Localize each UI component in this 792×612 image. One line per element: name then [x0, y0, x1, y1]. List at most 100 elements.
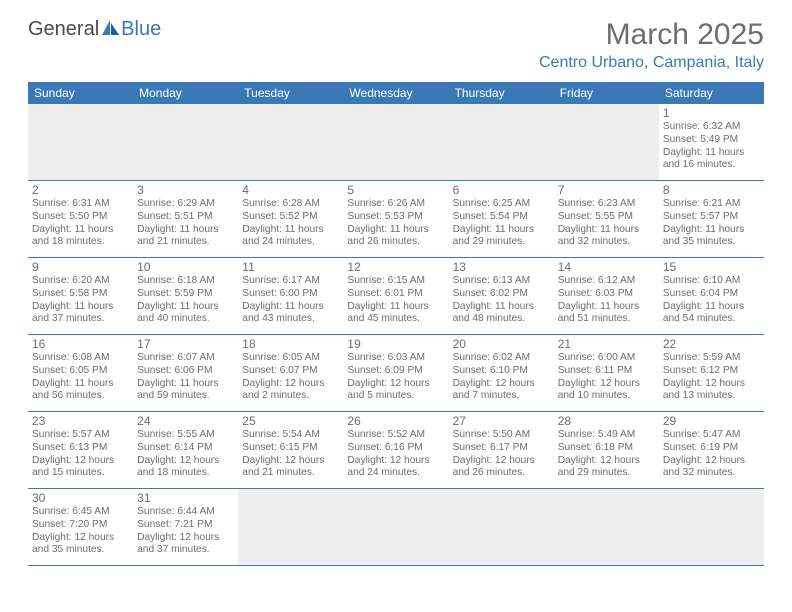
- day-cell: 10Sunrise: 6:18 AMSunset: 5:59 PMDayligh…: [133, 258, 238, 334]
- day-cell: 17Sunrise: 6:07 AMSunset: 6:06 PMDayligh…: [133, 335, 238, 411]
- day1-text: Daylight: 12 hours: [137, 532, 234, 545]
- sunset-text: Sunset: 6:16 PM: [347, 442, 444, 455]
- sunset-text: Sunset: 5:54 PM: [453, 211, 550, 224]
- sunset-text: Sunset: 5:51 PM: [137, 211, 234, 224]
- day-cell: 20Sunrise: 6:02 AMSunset: 6:10 PMDayligh…: [449, 335, 554, 411]
- blank-cell: [554, 104, 659, 180]
- sunrise-text: Sunrise: 6:08 AM: [32, 352, 129, 365]
- day-number: 20: [453, 337, 550, 351]
- sunrise-text: Sunrise: 6:23 AM: [558, 198, 655, 211]
- day-number: 6: [453, 183, 550, 197]
- sunrise-text: Sunrise: 6:25 AM: [453, 198, 550, 211]
- sunset-text: Sunset: 6:00 PM: [242, 288, 339, 301]
- day-cell: 21Sunrise: 6:00 AMSunset: 6:11 PMDayligh…: [554, 335, 659, 411]
- day-cell: 29Sunrise: 5:47 AMSunset: 6:19 PMDayligh…: [659, 412, 764, 488]
- dow-tuesday: Tuesday: [238, 82, 343, 104]
- day-cell: 6Sunrise: 6:25 AMSunset: 5:54 PMDaylight…: [449, 181, 554, 257]
- day-number: 31: [137, 491, 234, 505]
- sunset-text: Sunset: 5:58 PM: [32, 288, 129, 301]
- day2-text: and 45 minutes.: [347, 313, 444, 326]
- sunset-text: Sunset: 6:13 PM: [32, 442, 129, 455]
- page-title: March 2025: [539, 18, 764, 52]
- day-number: 1: [663, 106, 760, 120]
- sunset-text: Sunset: 6:15 PM: [242, 442, 339, 455]
- day1-text: Daylight: 12 hours: [137, 455, 234, 468]
- day-number: 22: [663, 337, 760, 351]
- sail-icon: [99, 18, 121, 40]
- weeks-container: 1Sunrise: 6:32 AMSunset: 5:49 PMDaylight…: [28, 104, 764, 566]
- day-cell: 1Sunrise: 6:32 AMSunset: 5:49 PMDaylight…: [659, 104, 764, 180]
- day-number: 17: [137, 337, 234, 351]
- day2-text: and 37 minutes.: [32, 313, 129, 326]
- week-row: 23Sunrise: 5:57 AMSunset: 6:13 PMDayligh…: [28, 412, 764, 489]
- sunrise-text: Sunrise: 6:13 AM: [453, 275, 550, 288]
- sunrise-text: Sunrise: 6:05 AM: [242, 352, 339, 365]
- day-number: 14: [558, 260, 655, 274]
- sunset-text: Sunset: 6:02 PM: [453, 288, 550, 301]
- day2-text: and 5 minutes.: [347, 390, 444, 403]
- day1-text: Daylight: 12 hours: [32, 455, 129, 468]
- day1-text: Daylight: 11 hours: [663, 301, 760, 314]
- header: General Blue March 2025 Centro Urbano, C…: [28, 18, 764, 72]
- sunrise-text: Sunrise: 5:52 AM: [347, 429, 444, 442]
- day1-text: Daylight: 12 hours: [663, 378, 760, 391]
- day-number: 18: [242, 337, 339, 351]
- sunset-text: Sunset: 7:21 PM: [137, 519, 234, 532]
- sunset-text: Sunset: 6:03 PM: [558, 288, 655, 301]
- sunset-text: Sunset: 6:07 PM: [242, 365, 339, 378]
- day-cell: 14Sunrise: 6:12 AMSunset: 6:03 PMDayligh…: [554, 258, 659, 334]
- blank-cell: [28, 104, 133, 180]
- sunset-text: Sunset: 6:09 PM: [347, 365, 444, 378]
- day-cell: 19Sunrise: 6:03 AMSunset: 6:09 PMDayligh…: [343, 335, 448, 411]
- day2-text: and 51 minutes.: [558, 313, 655, 326]
- day2-text: and 24 minutes.: [347, 467, 444, 480]
- sunrise-text: Sunrise: 6:21 AM: [663, 198, 760, 211]
- day-cell: 23Sunrise: 5:57 AMSunset: 6:13 PMDayligh…: [28, 412, 133, 488]
- day-number: 9: [32, 260, 129, 274]
- blank-cell: [343, 104, 448, 180]
- sunrise-text: Sunrise: 6:07 AM: [137, 352, 234, 365]
- sunset-text: Sunset: 5:50 PM: [32, 211, 129, 224]
- sunset-text: Sunset: 6:17 PM: [453, 442, 550, 455]
- day-cell: 16Sunrise: 6:08 AMSunset: 6:05 PMDayligh…: [28, 335, 133, 411]
- sunrise-text: Sunrise: 6:10 AM: [663, 275, 760, 288]
- sunrise-text: Sunrise: 5:50 AM: [453, 429, 550, 442]
- sunset-text: Sunset: 5:52 PM: [242, 211, 339, 224]
- day2-text: and 54 minutes.: [663, 313, 760, 326]
- day1-text: Daylight: 12 hours: [453, 378, 550, 391]
- sunset-text: Sunset: 6:19 PM: [663, 442, 760, 455]
- day-cell: 30Sunrise: 6:45 AMSunset: 7:20 PMDayligh…: [28, 489, 133, 565]
- sunrise-text: Sunrise: 6:17 AM: [242, 275, 339, 288]
- day-number: 2: [32, 183, 129, 197]
- day-cell: 27Sunrise: 5:50 AMSunset: 6:17 PMDayligh…: [449, 412, 554, 488]
- day1-text: Daylight: 11 hours: [137, 378, 234, 391]
- sunset-text: Sunset: 5:57 PM: [663, 211, 760, 224]
- day-number: 19: [347, 337, 444, 351]
- day-cell: 8Sunrise: 6:21 AMSunset: 5:57 PMDaylight…: [659, 181, 764, 257]
- day2-text: and 37 minutes.: [137, 544, 234, 557]
- day-number: 7: [558, 183, 655, 197]
- day-number: 25: [242, 414, 339, 428]
- day-number: 10: [137, 260, 234, 274]
- sunrise-text: Sunrise: 6:28 AM: [242, 198, 339, 211]
- day-cell: 18Sunrise: 6:05 AMSunset: 6:07 PMDayligh…: [238, 335, 343, 411]
- day2-text: and 18 minutes.: [32, 236, 129, 249]
- calendar: Sunday Monday Tuesday Wednesday Thursday…: [28, 82, 764, 566]
- day-cell: 4Sunrise: 6:28 AMSunset: 5:52 PMDaylight…: [238, 181, 343, 257]
- sunset-text: Sunset: 6:12 PM: [663, 365, 760, 378]
- sunrise-text: Sunrise: 5:55 AM: [137, 429, 234, 442]
- day-number: 4: [242, 183, 339, 197]
- day1-text: Daylight: 11 hours: [32, 301, 129, 314]
- day1-text: Daylight: 12 hours: [558, 378, 655, 391]
- day-cell: 25Sunrise: 5:54 AMSunset: 6:15 PMDayligh…: [238, 412, 343, 488]
- day1-text: Daylight: 11 hours: [32, 378, 129, 391]
- sunrise-text: Sunrise: 5:54 AM: [242, 429, 339, 442]
- day1-text: Daylight: 11 hours: [242, 301, 339, 314]
- sunrise-text: Sunrise: 6:32 AM: [663, 121, 760, 134]
- title-block: March 2025 Centro Urbano, Campania, Ital…: [539, 18, 764, 72]
- day1-text: Daylight: 11 hours: [663, 147, 760, 160]
- day2-text: and 24 minutes.: [242, 236, 339, 249]
- blank-cell: [133, 104, 238, 180]
- day2-text: and 59 minutes.: [137, 390, 234, 403]
- day2-text: and 56 minutes.: [32, 390, 129, 403]
